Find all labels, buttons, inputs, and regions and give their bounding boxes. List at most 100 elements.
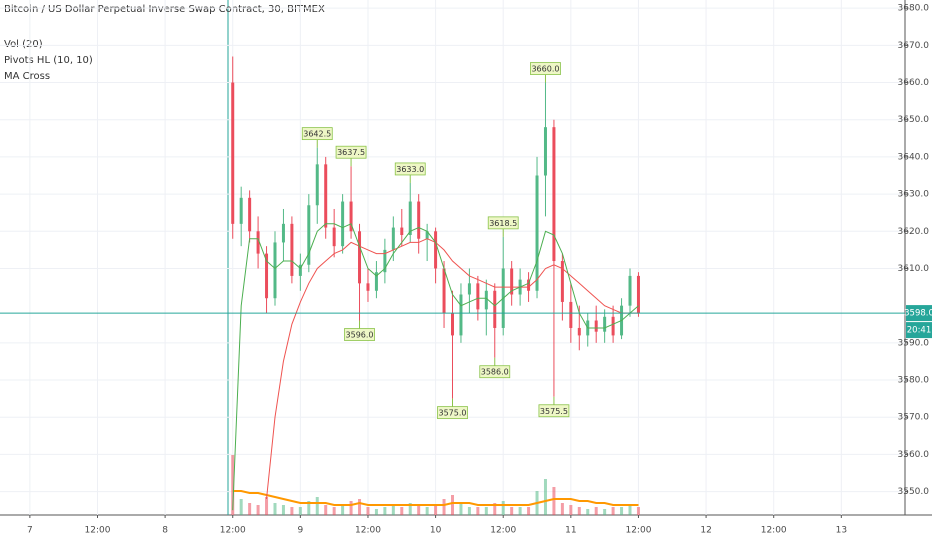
- volume-bar: [527, 507, 531, 515]
- pivot-box: [437, 406, 468, 420]
- pivot-box: [344, 328, 375, 341]
- candle-body: [484, 290, 488, 310]
- volume-bar: [467, 507, 471, 515]
- candle-body: [358, 231, 362, 284]
- candle-body: [543, 127, 547, 176]
- volume-bar: [248, 503, 252, 515]
- pivot-label: 3618.5: [489, 219, 517, 228]
- candle-body: [442, 268, 446, 314]
- pivot-label: 3575.0: [439, 409, 467, 418]
- volume-bar: [569, 505, 573, 515]
- volume-bar: [560, 503, 564, 515]
- pivot-label: 3642.5: [303, 130, 331, 139]
- volume-bar: [231, 455, 235, 515]
- volume-ma-line: [232, 490, 639, 506]
- candle-body: [408, 201, 412, 236]
- x-tick-label: 9: [297, 526, 303, 536]
- volume-bar: [476, 507, 480, 515]
- y-tick-label: 3570.0: [898, 413, 930, 423]
- indicator-label: Vol (20): [4, 39, 43, 50]
- y-tick-label: 3620.0: [898, 227, 930, 237]
- candle-body: [341, 201, 345, 247]
- candle-body: [611, 316, 615, 336]
- candle-body: [315, 164, 319, 206]
- volume-bar: [434, 505, 438, 515]
- x-tick-label: 12:00: [220, 526, 246, 536]
- pivot-box: [487, 216, 519, 230]
- pivot-label: 3637.5: [337, 148, 365, 157]
- candle-body: [510, 268, 514, 295]
- x-tick-label: 8: [162, 526, 168, 536]
- pivot-box: [394, 162, 426, 176]
- volume-bar: [349, 501, 353, 515]
- candle-body: [493, 290, 497, 328]
- volume-bar: [332, 507, 336, 515]
- candle-body: [467, 283, 471, 295]
- volume-bar: [586, 509, 590, 515]
- countdown-label: 20:41: [907, 326, 932, 336]
- countdown-box: [906, 322, 932, 339]
- candle-body: [459, 294, 463, 336]
- candle-body: [569, 301, 573, 328]
- volume-bar: [603, 509, 607, 515]
- y-tick-label: 3680.0: [898, 4, 930, 14]
- pivot-box: [538, 404, 570, 418]
- volume-bar: [265, 497, 269, 515]
- candle-body: [366, 283, 370, 291]
- chart-title: Bitcoin / US Dollar Perpetual Inverse Sw…: [4, 4, 325, 15]
- pivot-label: 3633.0: [396, 165, 424, 174]
- candle-body: [560, 261, 564, 302]
- candle-body: [603, 316, 607, 332]
- volume-bar: [256, 505, 260, 515]
- candle-body: [594, 320, 598, 332]
- x-tick-label: 7: [27, 526, 33, 536]
- candle-body: [248, 197, 252, 232]
- candle-body: [425, 231, 429, 239]
- volume-bar: [366, 507, 370, 515]
- candle-body: [476, 283, 480, 310]
- volume-bar: [620, 507, 624, 515]
- volume-bar: [451, 495, 454, 515]
- x-tick-label: 10: [430, 526, 442, 536]
- y-tick-label: 3650.0: [898, 115, 930, 125]
- x-tick-label: 12: [700, 526, 711, 536]
- candle-body: [636, 275, 640, 314]
- volume-bar: [307, 501, 311, 515]
- y-tick-label: 3640.0: [898, 152, 930, 162]
- candle-body: [535, 175, 539, 291]
- volume-bar: [518, 507, 522, 515]
- ma-fast-line: [232, 223, 639, 511]
- volume-bar: [324, 505, 328, 515]
- grid: [0, 0, 905, 515]
- volume-bar: [425, 507, 429, 515]
- x-tick-label: 12:00: [625, 526, 651, 536]
- volume-bar: [636, 507, 640, 515]
- candle-body: [231, 82, 235, 224]
- last-price-label: 3598.0: [904, 309, 932, 319]
- volume-bar: [273, 503, 277, 515]
- pivot-label: 3660.0: [531, 65, 559, 74]
- pivot-label: 3596.0: [346, 331, 374, 340]
- y-tick-label: 3560.0: [898, 450, 930, 460]
- volume-bar: [400, 507, 404, 515]
- pivot-label: 3575.5: [540, 407, 568, 416]
- y-tick-label: 3670.0: [898, 41, 930, 51]
- volume-bar: [484, 507, 488, 515]
- volume-bar: [417, 505, 421, 515]
- candle-body: [383, 249, 387, 273]
- indicator-label: MA Cross: [4, 71, 50, 82]
- pivot-box: [335, 145, 367, 159]
- volume-bar: [594, 507, 598, 515]
- candle-body: [451, 313, 454, 336]
- y-tick-label: 3550.0: [898, 487, 930, 497]
- candle-body: [349, 201, 353, 232]
- candle-body: [577, 327, 581, 336]
- candle-body: [265, 253, 269, 299]
- candle-body: [391, 227, 395, 250]
- y-tick-label: 3610.0: [898, 264, 930, 274]
- indicator-label: Pivots HL (10, 10): [4, 55, 93, 66]
- volume-bar: [552, 487, 556, 515]
